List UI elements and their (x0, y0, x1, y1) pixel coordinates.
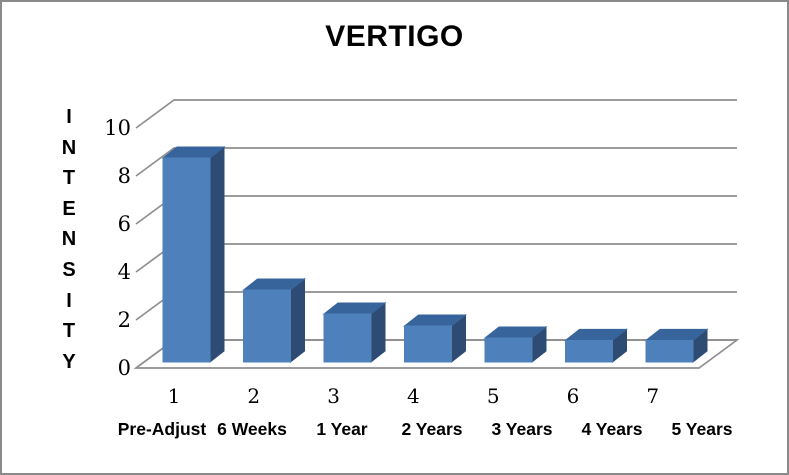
bar-side-face (290, 277, 305, 364)
bar-3 (322, 301, 387, 364)
category-number-label: 5 (487, 384, 500, 408)
category-name-label: 2 Years (402, 419, 463, 439)
y-tick-label: 10 (104, 116, 131, 140)
category-number-label: 7 (646, 384, 659, 408)
category-name-label: 1 Year (316, 419, 367, 439)
bar-4 (403, 313, 467, 364)
y-tick-label: 2 (118, 308, 131, 332)
category-number-label: 6 (567, 384, 580, 408)
bar-1 (161, 145, 226, 364)
gridline (135, 243, 737, 273)
category-name-label: 6 Weeks (217, 419, 287, 439)
chart-floor (133, 339, 740, 369)
bar-7 (644, 328, 709, 364)
bar-front-face (323, 313, 372, 363)
category-number-label: 1 (168, 384, 181, 408)
bar-front-face (484, 337, 533, 363)
bar-front-face (565, 339, 613, 363)
category-name-label: 4 Years (582, 419, 643, 439)
bar-2 (242, 277, 306, 364)
bar-front-face (162, 157, 211, 363)
y-tick-label: 0 (118, 356, 131, 380)
bar-front-face (243, 289, 291, 363)
gridline (135, 99, 737, 129)
y-axis-title-letter: E (62, 197, 76, 220)
y-axis-title-letter: I (66, 289, 72, 312)
y-axis-title-letter: I (66, 106, 72, 128)
y-tick-label: 6 (118, 212, 131, 236)
gridline (135, 147, 737, 177)
category-number-label: 3 (327, 384, 340, 408)
bar-6 (564, 328, 628, 364)
category-number-label: 2 (247, 384, 260, 408)
y-axis-title-letter: N (61, 228, 77, 251)
y-axis-title-letter: T (62, 320, 76, 343)
category-name-label: Pre-Adjust (118, 419, 207, 439)
bar-front-face (645, 339, 694, 363)
y-tick-label: 8 (118, 164, 131, 188)
bar-side-face (209, 145, 225, 364)
y-axis-title-letter: S (62, 258, 76, 281)
chart-title: VERTIGO (325, 20, 464, 53)
y-axis-title-letter: N (61, 136, 77, 159)
y-tick-label: 4 (118, 260, 131, 284)
y-axis-title-letter: Y (62, 350, 76, 373)
y-axis-title-letter: T (62, 167, 76, 190)
bar-5 (483, 325, 548, 364)
gridline (135, 195, 737, 225)
category-number-label: 4 (407, 384, 420, 408)
bar-front-face (404, 325, 452, 363)
category-name-label: 3 Years (492, 419, 553, 439)
category-name-label: 5 Years (672, 419, 733, 439)
